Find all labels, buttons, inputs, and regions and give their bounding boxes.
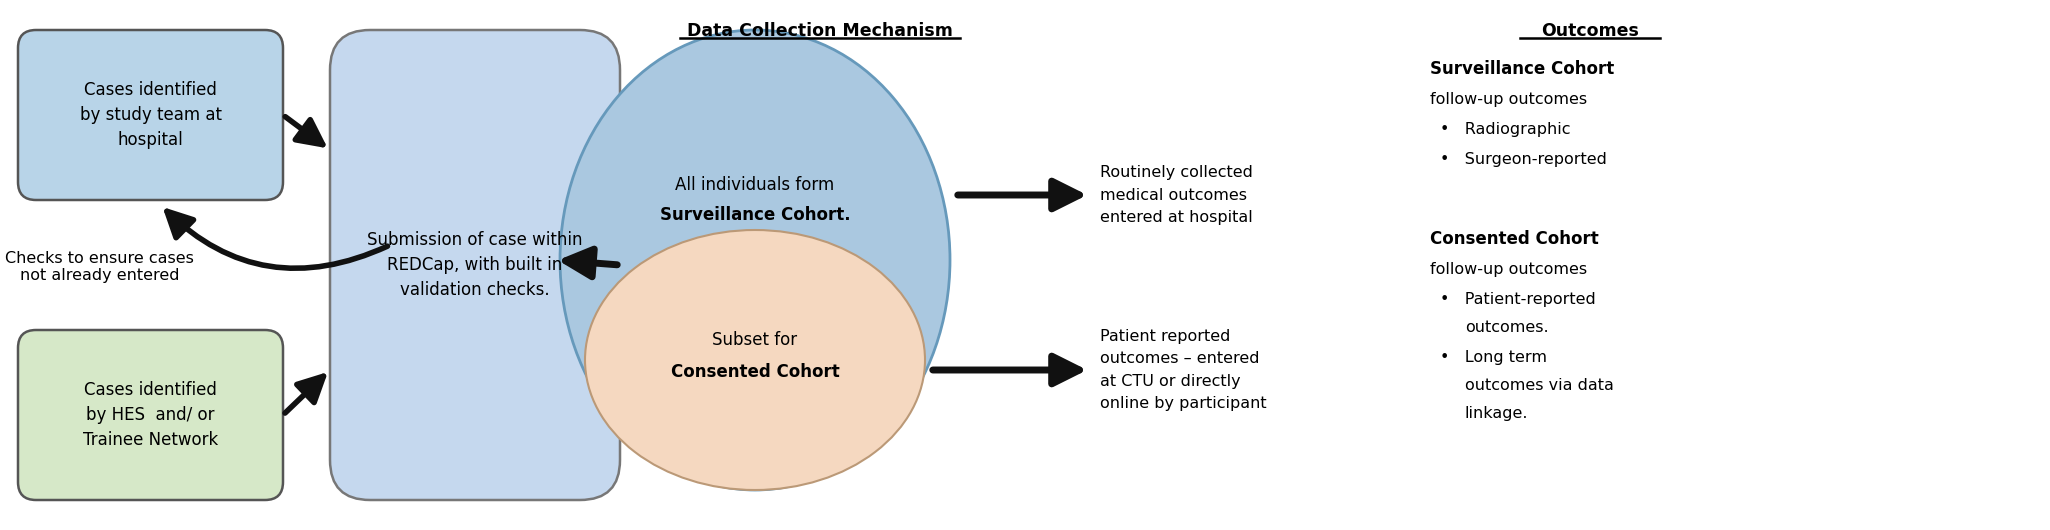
Text: Subset for: Subset for: [713, 331, 797, 349]
Text: Consented Cohort: Consented Cohort: [1431, 230, 1599, 248]
FancyBboxPatch shape: [18, 30, 283, 200]
Text: outcomes.: outcomes.: [1466, 320, 1548, 335]
Text: linkage.: linkage.: [1466, 406, 1529, 421]
Text: All individuals form: All individuals form: [674, 176, 834, 194]
Text: Routinely collected
medical outcomes
entered at hospital: Routinely collected medical outcomes ent…: [1101, 165, 1253, 225]
Text: •   Radiographic: • Radiographic: [1439, 122, 1570, 137]
Text: outcomes via data: outcomes via data: [1466, 378, 1613, 393]
Text: Cases identified
by study team at
hospital: Cases identified by study team at hospit…: [80, 81, 221, 149]
Text: follow-up outcomes: follow-up outcomes: [1431, 262, 1587, 277]
Text: Cases identified
by HES  and/ or
Trainee Network: Cases identified by HES and/ or Trainee …: [82, 381, 217, 449]
Text: follow-up outcomes: follow-up outcomes: [1431, 92, 1587, 107]
Text: Surveillance Cohort: Surveillance Cohort: [1431, 60, 1613, 78]
FancyBboxPatch shape: [18, 330, 283, 500]
Text: Consented Cohort: Consented Cohort: [670, 363, 838, 381]
Ellipse shape: [584, 230, 925, 490]
Text: Surveillance Cohort.: Surveillance Cohort.: [660, 206, 851, 224]
Text: Submission of case within
REDCap, with built in
validation checks.: Submission of case within REDCap, with b…: [367, 231, 582, 299]
Text: Outcomes: Outcomes: [1542, 22, 1638, 40]
Text: •   Surgeon-reported: • Surgeon-reported: [1439, 152, 1607, 167]
FancyBboxPatch shape: [330, 30, 619, 500]
Text: •   Long term: • Long term: [1439, 350, 1548, 365]
Ellipse shape: [560, 30, 949, 490]
Text: Checks to ensure cases
not already entered: Checks to ensure cases not already enter…: [4, 251, 195, 283]
Text: Data Collection Mechanism: Data Collection Mechanism: [687, 22, 953, 40]
Text: •   Patient-reported: • Patient-reported: [1439, 292, 1595, 307]
Text: Patient reported
outcomes – entered
at CTU or directly
online by participant: Patient reported outcomes – entered at C…: [1101, 329, 1267, 411]
